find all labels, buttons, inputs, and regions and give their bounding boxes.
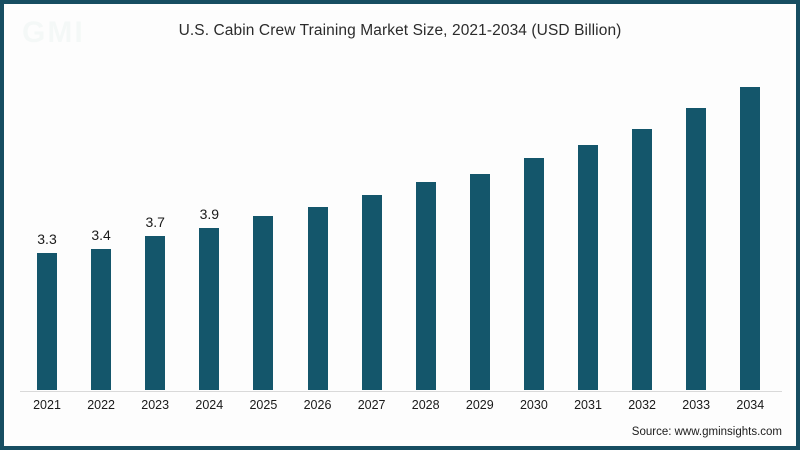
bar-2024 bbox=[199, 228, 220, 390]
bar-2025 bbox=[253, 216, 274, 390]
bar-2028 bbox=[415, 182, 436, 390]
bar-2029 bbox=[469, 174, 490, 390]
x-tick-label-2025: 2025 bbox=[249, 398, 278, 412]
x-tick-label-2027: 2027 bbox=[357, 398, 386, 412]
bar-value-label-2024: 3.9 bbox=[199, 206, 220, 222]
x-tick-label-2026: 2026 bbox=[303, 398, 332, 412]
bar-value-label-2021: 3.3 bbox=[37, 231, 57, 247]
bar-2030 bbox=[523, 158, 544, 390]
bar-2031 bbox=[578, 145, 598, 390]
x-axis-line bbox=[20, 391, 782, 392]
bar-value-label-2022: 3.4 bbox=[91, 227, 111, 243]
x-tick-label-2031: 2031 bbox=[574, 398, 602, 412]
x-tick-label-2021: 2021 bbox=[33, 398, 61, 412]
x-tick-label-2033: 2033 bbox=[682, 398, 711, 412]
bar-2033 bbox=[686, 108, 707, 390]
x-tick-label-2022: 2022 bbox=[87, 398, 115, 412]
bar-value-label-2023: 3.7 bbox=[145, 214, 165, 230]
x-tick-label-2034: 2034 bbox=[736, 398, 765, 412]
bar-2032 bbox=[632, 129, 653, 390]
bar-2022 bbox=[91, 249, 112, 390]
x-tick-label-2032: 2032 bbox=[628, 398, 656, 412]
chart-title: U.S. Cabin Crew Training Market Size, 20… bbox=[178, 22, 622, 39]
x-tick-label-2030: 2030 bbox=[519, 398, 548, 412]
x-tick-label-2029: 2029 bbox=[465, 398, 494, 412]
bar-2021 bbox=[37, 253, 57, 390]
x-tick-label-2024: 2024 bbox=[195, 398, 224, 412]
bar-2034 bbox=[740, 87, 761, 390]
bar-2026 bbox=[307, 207, 328, 390]
x-tick-label-2028: 2028 bbox=[411, 398, 440, 412]
x-tick-label-2023: 2023 bbox=[141, 398, 170, 412]
bar-2027 bbox=[361, 195, 382, 390]
source-attribution: Source: www.gminsights.com bbox=[631, 426, 782, 438]
bar-2023 bbox=[145, 236, 166, 390]
